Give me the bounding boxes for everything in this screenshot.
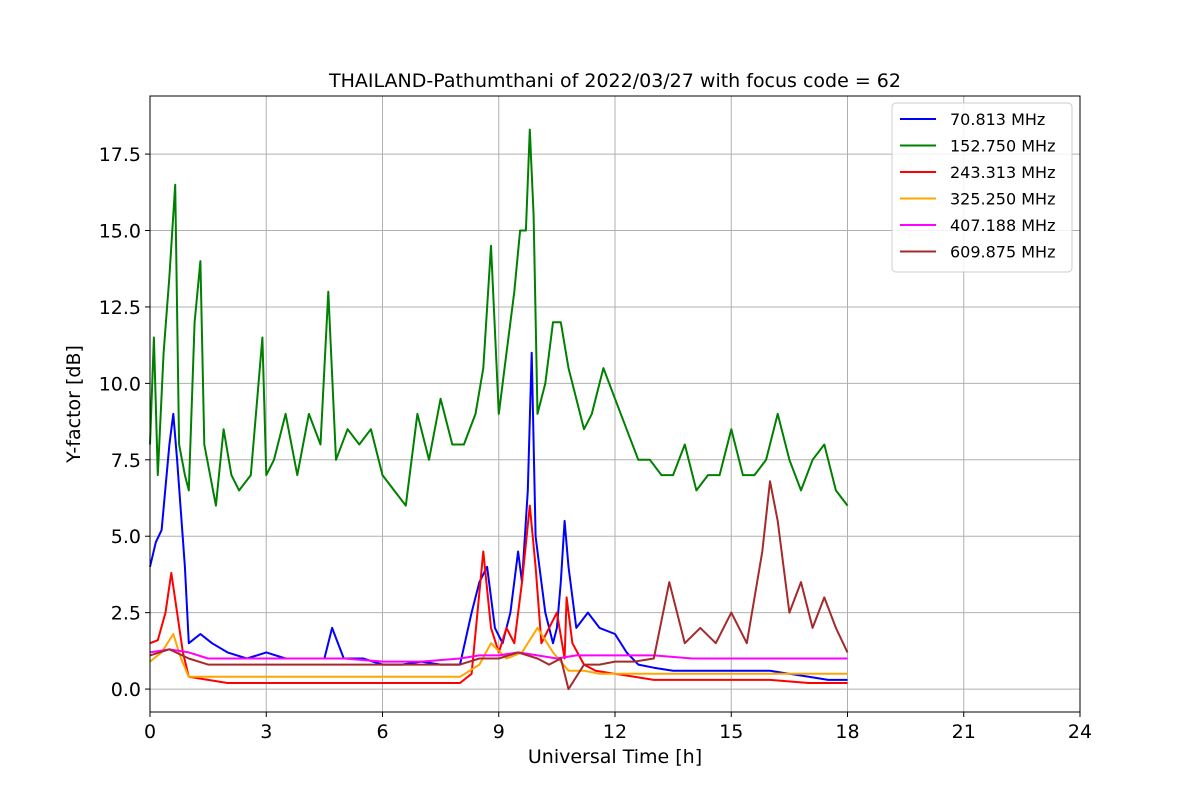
y-axis-label: Y-factor [dB] bbox=[63, 345, 85, 464]
y-tick-label: 10.0 bbox=[99, 373, 141, 395]
y-tick-label: 12.5 bbox=[99, 297, 141, 319]
series-407-188-mhz-line bbox=[149, 648, 848, 663]
series-325-250-mhz-line bbox=[149, 626, 848, 678]
legend-entry-label: 609.875 MHz bbox=[950, 243, 1055, 262]
legend-entry-label: 152.750 MHz bbox=[950, 137, 1055, 156]
x-tick-label: 18 bbox=[835, 721, 859, 743]
y-tick-label: 15.0 bbox=[99, 221, 141, 243]
x-tick-label: 21 bbox=[952, 721, 976, 743]
series-layer bbox=[149, 128, 849, 691]
series-609-875-mhz-line bbox=[149, 480, 849, 691]
legend-box bbox=[891, 102, 1073, 273]
axes-ticks: 0 3 6 9 12 15 18 21 24 0.0 2.5 5.0 7.5 10.0 12.5 15.0 17… bbox=[99, 144, 1092, 743]
x-tick-label: 6 bbox=[376, 721, 388, 743]
legend-entry-label: 325.250 MHz bbox=[950, 190, 1055, 209]
legend-entry-label: 243.313 MHz bbox=[950, 163, 1055, 182]
series-152-750-mhz-line bbox=[149, 128, 849, 507]
legend: 70.813 MHz 152.750 MHz 243.313 MHz 325.250 … bbox=[891, 102, 1073, 273]
legend-entry-label: 70.813 MHz bbox=[950, 110, 1045, 129]
series-243-313-mhz-line bbox=[149, 504, 848, 684]
x-tick-label: 9 bbox=[493, 721, 505, 743]
y-tick-label: 0.0 bbox=[111, 679, 141, 701]
y-tick-label: 2.5 bbox=[111, 603, 141, 625]
y-tick-label: 17.5 bbox=[99, 144, 141, 166]
chart-title: THAILAND-Pathumthani of 2022/03/27 with … bbox=[328, 70, 901, 92]
x-tick-label: 12 bbox=[603, 721, 627, 743]
y-tick-label: 7.5 bbox=[111, 450, 141, 472]
series-70-813-mhz-line bbox=[149, 351, 848, 681]
x-tick-label: 24 bbox=[1068, 721, 1092, 743]
x-tick-label: 15 bbox=[719, 721, 743, 743]
x-axis-label: Universal Time [h] bbox=[528, 746, 702, 768]
y-tick-label: 5.0 bbox=[111, 526, 141, 548]
x-tick-label: 3 bbox=[260, 721, 272, 743]
x-tick-label: 0 bbox=[144, 721, 156, 743]
legend-entry-label: 407.188 MHz bbox=[950, 216, 1055, 235]
